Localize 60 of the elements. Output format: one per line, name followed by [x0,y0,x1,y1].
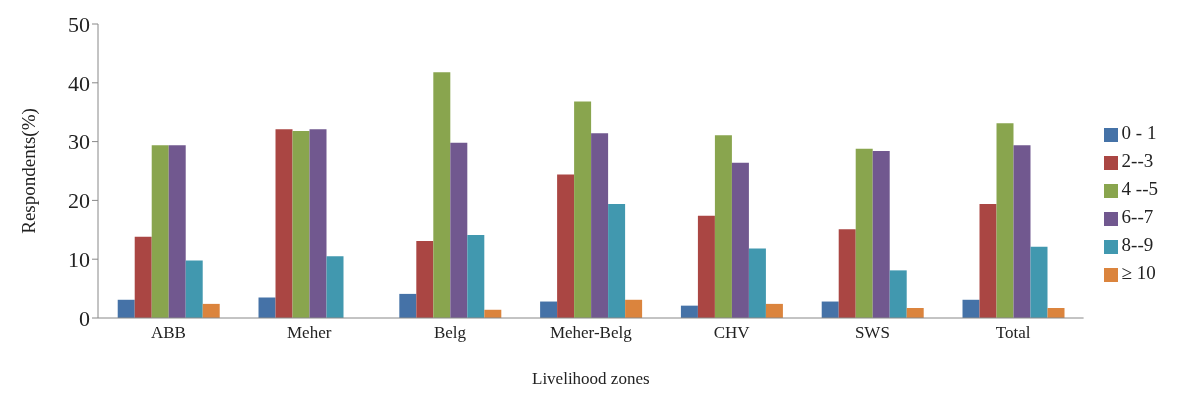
y-tick-label: 10 [68,247,90,273]
bar [326,256,344,318]
bar [540,301,558,318]
legend-label: ≥ 10 [1121,262,1156,283]
bar [591,133,609,318]
bar [1047,308,1065,318]
bar [467,235,485,318]
y-tick-label: 50 [68,11,90,37]
bar [748,248,766,318]
bar [416,240,434,318]
legend-label: 6--7 [1121,206,1154,227]
bar [399,293,417,318]
bar [557,174,575,318]
bar [117,299,135,318]
bar [292,131,310,318]
y-tick-label: 40 [68,70,90,96]
bar [151,145,169,318]
bar [855,148,873,318]
bar [906,308,924,318]
legend-label: 2--3 [1121,150,1154,171]
bar [962,299,980,318]
bar [821,301,839,318]
bar [608,203,626,318]
y-axis-title: Respondents(%) [17,108,40,234]
bar [765,303,783,318]
bar [1030,246,1048,318]
x-tick-label: ABB [150,323,186,343]
bar [433,72,451,318]
x-tick-label: Total [995,323,1031,343]
bar [979,203,997,318]
legend-label: 8--9 [1121,234,1154,255]
x-tick-label: Meher [287,323,332,343]
bar [889,270,907,318]
y-tick-label: 20 [68,188,90,214]
x-tick-label: Belg [433,323,467,343]
bar [731,162,749,318]
x-tick-label: CHV [713,323,751,343]
bar [996,123,1014,318]
x-tick-label: Meher-Belg [549,323,633,343]
bar [168,145,186,318]
bar [714,135,732,318]
bar [838,229,856,318]
legend-label: 0 - 1 [1121,122,1157,143]
x-tick-label: SWS [854,323,890,343]
bar [202,303,220,318]
legend-label: 4 --5 [1121,178,1158,199]
bar [134,236,152,318]
bar [185,260,203,318]
y-tick-label: 30 [68,129,90,155]
bar [697,215,715,318]
x-axis-title: Livelihood zones [532,369,650,388]
bar [275,129,293,318]
bar [625,299,643,318]
bar [258,297,276,318]
bar [450,142,468,318]
y-tick-label: 0 [79,305,90,331]
bar [1013,145,1031,318]
bar [574,101,592,318]
bar [872,151,890,318]
bar [309,129,327,318]
